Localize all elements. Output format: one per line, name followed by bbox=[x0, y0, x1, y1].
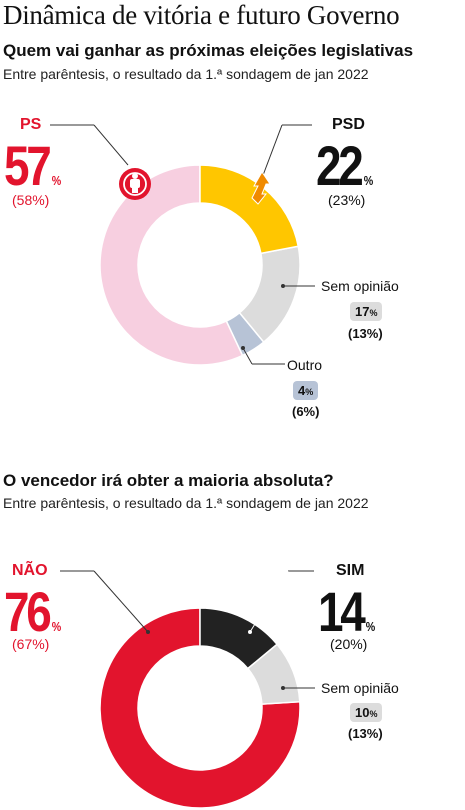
none-value-badge: 17% bbox=[350, 302, 383, 321]
sim-leader-line-2 bbox=[249, 570, 289, 633]
ps-value: 57% bbox=[4, 134, 62, 197]
psd-arrow-logo-icon bbox=[251, 171, 271, 205]
none2-value-badge: 10% bbox=[350, 703, 383, 722]
donut1-slices bbox=[99, 164, 301, 366]
nao-leader-dot bbox=[146, 630, 150, 634]
none2-label: Sem opinião bbox=[321, 680, 399, 696]
none-previous: (13%) bbox=[348, 326, 383, 341]
none-label: Sem opinião bbox=[321, 278, 399, 294]
ps-leader-line-2 bbox=[93, 124, 129, 166]
psd-previous: (23%) bbox=[328, 192, 366, 208]
sim-value: 14% bbox=[318, 580, 376, 643]
other-label: Outro bbox=[287, 357, 323, 373]
none-leader-dot bbox=[281, 284, 285, 288]
none2-previous: (13%) bbox=[348, 726, 383, 741]
other-leader-line-2 bbox=[242, 347, 253, 365]
chart1-title: Quem vai ganhar as próximas eleições leg… bbox=[3, 41, 414, 60]
donut1-slice-ps bbox=[99, 164, 244, 366]
donut2-slice-sim bbox=[199, 607, 279, 670]
donut2-slice-sem-opini-o bbox=[246, 643, 301, 705]
ps-previous: (58%) bbox=[12, 192, 50, 208]
other-leader-dot bbox=[241, 346, 245, 350]
donut1-slice-outro bbox=[225, 311, 265, 357]
sim-previous: (20%) bbox=[330, 636, 368, 652]
nao-previous: (67%) bbox=[12, 636, 50, 652]
chart2-subtitle: Entre parêntesis, o resultado da 1.ª son… bbox=[3, 495, 369, 511]
ps-fist-rose-logo-icon bbox=[119, 168, 151, 200]
none2-leader-dot bbox=[281, 686, 285, 690]
nao-leader-line-2 bbox=[93, 570, 149, 633]
nao-value: 76% bbox=[4, 580, 62, 643]
donut1-slice-sem-opini-o bbox=[238, 245, 301, 344]
other-previous: (6%) bbox=[292, 404, 320, 419]
sim-leader-dot bbox=[248, 630, 252, 634]
donut1-slice-psd bbox=[199, 164, 300, 255]
nao-label: NÃO bbox=[12, 562, 48, 579]
other-value-badge: 4% bbox=[293, 381, 319, 400]
psd-value: 22% bbox=[316, 134, 374, 197]
psd-leader-line-2 bbox=[261, 124, 283, 179]
psd-label: PSD bbox=[332, 116, 365, 133]
page-title: Dinâmica de vitória e futuro Governo bbox=[3, 0, 400, 30]
chart1-subtitle: Entre parêntesis, o resultado da 1.ª son… bbox=[3, 66, 369, 82]
donut2-slice-n-o bbox=[99, 607, 301, 809]
chart2-title: O vencedor irá obter a maioria absoluta? bbox=[3, 471, 334, 490]
sim-label: SIM bbox=[336, 562, 365, 579]
ps-label: PS bbox=[20, 116, 42, 133]
donut2-slices bbox=[99, 607, 301, 809]
